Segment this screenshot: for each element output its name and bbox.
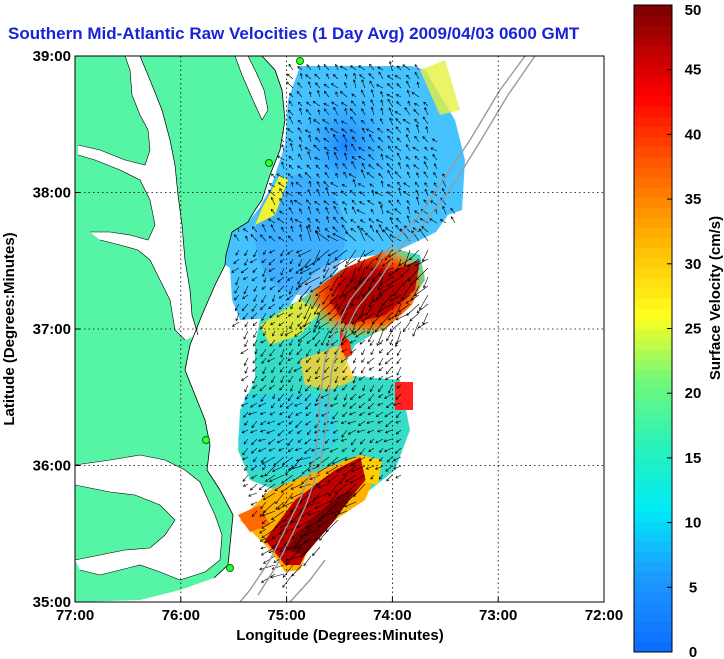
y-tick-label: 39:00: [33, 48, 71, 65]
map-title: Southern Mid-Atlantic Raw Velocities (1 …: [8, 24, 580, 43]
x-tick-label: 75:00: [267, 607, 305, 624]
colorbar-label: Surface Velocity (cm/s): [707, 216, 724, 380]
colorbar-tick-label: 50: [685, 2, 702, 19]
bathymetry-contours: [239, 56, 536, 602]
grid-lines: [75, 56, 604, 602]
hf-radar-stations: [202, 57, 304, 572]
velocity-arrows: [231, 60, 456, 588]
colorbar-tick-label: 5: [689, 579, 697, 596]
x-axis-label: Longitude (Degrees:Minutes): [236, 627, 444, 644]
colorbar-tick-label: 40: [685, 126, 702, 143]
x-tick-label: 72:00: [585, 607, 623, 624]
colorbar-tick-label: 45: [685, 62, 702, 79]
x-axis-ticks: 77:00 76:00 75:00 74:00 73:00 72:00: [56, 597, 623, 624]
x-tick-label: 73:00: [479, 607, 517, 624]
y-axis-label: Latitude (Degrees:Minutes): [1, 232, 18, 425]
x-tick-label: 76:00: [162, 607, 200, 624]
colorbar-tick-label: 35: [685, 191, 702, 208]
x-tick-label: 77:00: [56, 607, 94, 624]
y-tick-label: 37:00: [33, 321, 71, 338]
y-axis-ticks: 35:00 36:00 37:00 38:00 39:00: [33, 48, 80, 611]
y-tick-label: 38:00: [33, 185, 71, 202]
colorbar-tick-label: 0: [689, 644, 697, 659]
colorbar-tick-label: 10: [685, 515, 702, 532]
y-tick-label: 36:00: [33, 458, 71, 475]
colorbar: 0 5 10 15 20 25 30 35 40 45 50 Surface Velocity (c…: [633, 2, 724, 659]
colorbar-tick-label: 20: [685, 385, 702, 402]
colorbar-tick-label: 25: [685, 321, 702, 338]
colorbar-tick-label: 30: [685, 256, 702, 273]
colorbar-tick-label: 15: [685, 450, 702, 467]
y-tick-label: 35:00: [33, 594, 71, 611]
x-tick-label: 74:00: [373, 607, 411, 624]
